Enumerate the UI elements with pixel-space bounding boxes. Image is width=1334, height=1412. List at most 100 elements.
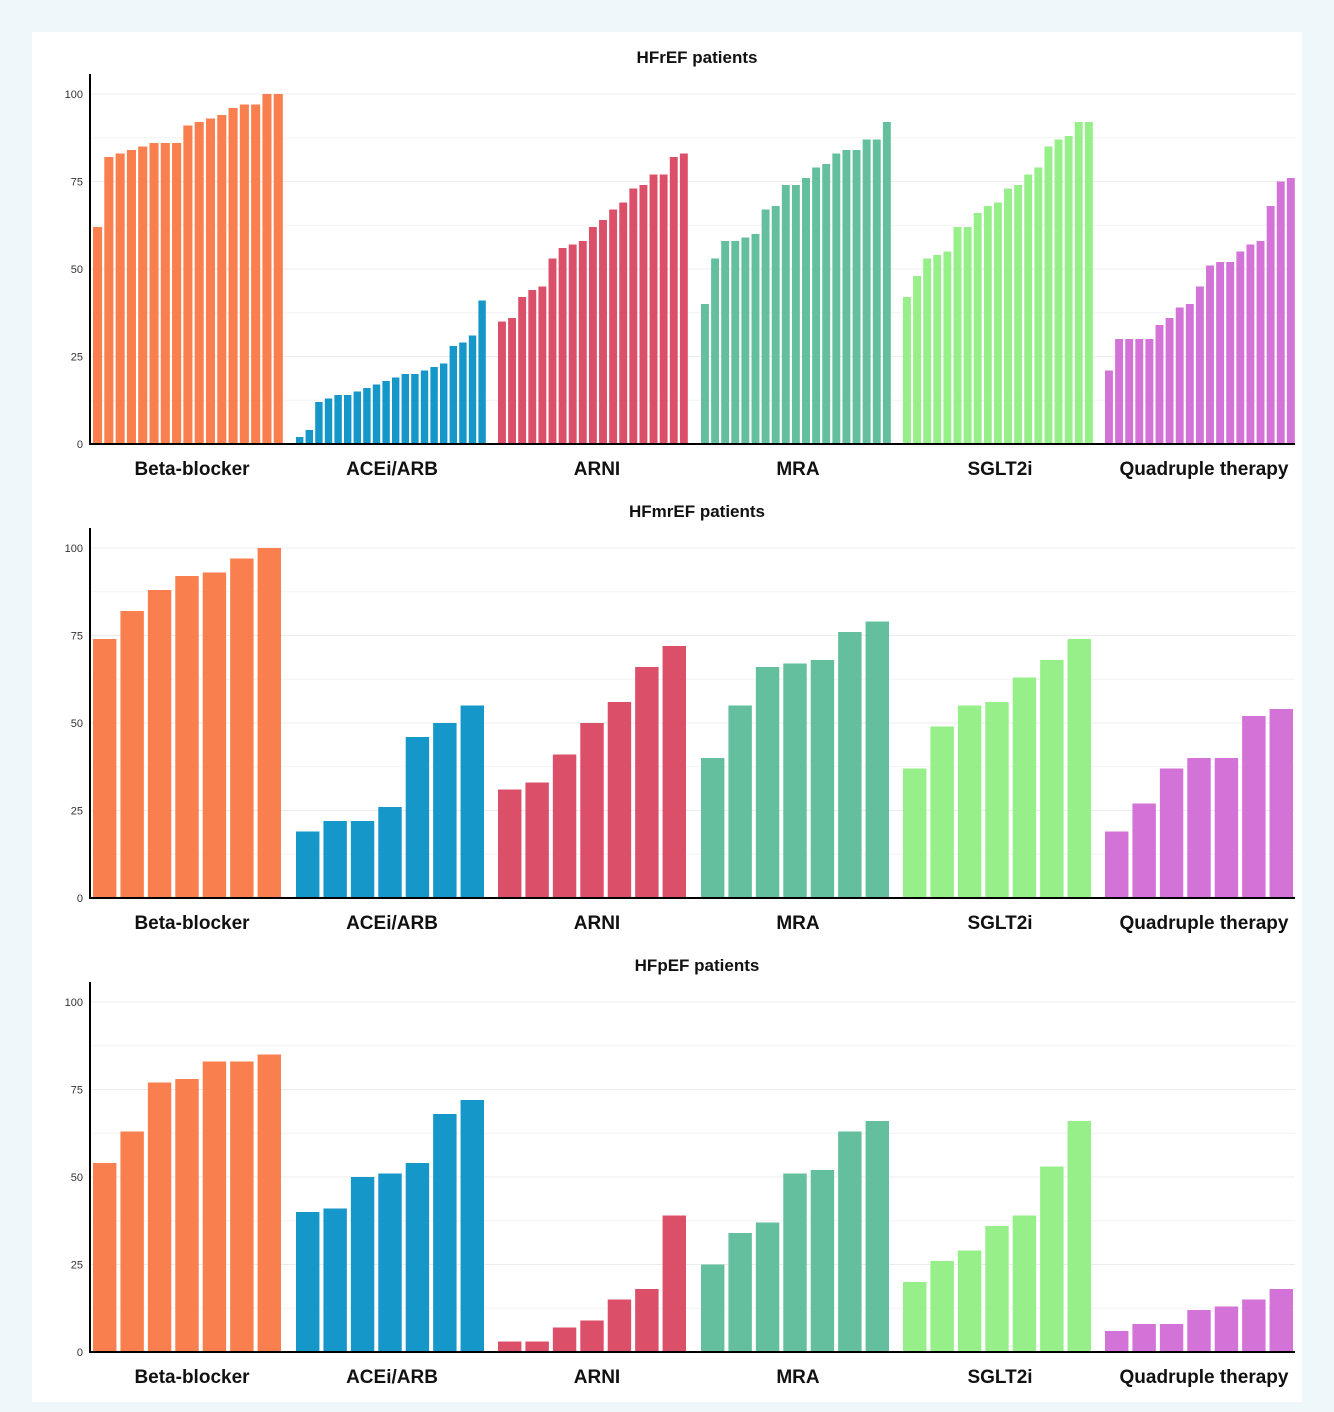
bar — [1115, 339, 1124, 444]
bar — [120, 611, 144, 898]
bar — [771, 206, 780, 444]
bar — [498, 789, 522, 898]
bar — [1132, 803, 1156, 898]
bar — [1242, 716, 1266, 898]
bar — [635, 1289, 659, 1352]
bar — [257, 1054, 281, 1352]
y-tick-label: 50 — [71, 718, 83, 730]
bar — [903, 297, 911, 444]
bar — [1159, 1324, 1184, 1352]
bar — [588, 227, 597, 444]
x-category-label: ARNI — [574, 913, 620, 934]
bar — [147, 590, 172, 898]
x-category-label: MRA — [776, 459, 820, 480]
x-category-label: Beta-blocker — [134, 1367, 250, 1388]
bar — [1054, 139, 1063, 444]
y-tick-label: 100 — [65, 543, 83, 555]
bar — [1012, 1215, 1037, 1352]
x-category-label: Beta-blocker — [134, 459, 250, 480]
bar — [217, 115, 227, 444]
bar — [1145, 339, 1154, 444]
bar — [1064, 136, 1073, 444]
bar — [525, 1341, 549, 1352]
bar — [323, 1208, 347, 1352]
bar — [781, 185, 790, 444]
bar — [552, 754, 577, 898]
bar — [525, 782, 549, 898]
bar — [228, 108, 238, 444]
bar — [1125, 339, 1134, 444]
bar — [1187, 1310, 1211, 1352]
bar — [1216, 262, 1225, 444]
x-category-label: Beta-blocker — [134, 913, 250, 934]
bar — [1256, 241, 1265, 444]
bar — [619, 202, 628, 444]
bar — [296, 1212, 320, 1352]
bar — [115, 153, 125, 444]
bar — [953, 227, 962, 444]
bar — [401, 374, 409, 444]
x-category-label: MRA — [776, 1367, 820, 1388]
bar — [1040, 1166, 1064, 1352]
bar — [802, 178, 810, 444]
bar — [1276, 181, 1285, 444]
bar — [761, 209, 770, 444]
bar — [923, 258, 932, 444]
bar — [433, 723, 457, 898]
x-category-label: MRA — [776, 913, 820, 934]
bar — [609, 209, 618, 444]
bar — [382, 381, 390, 444]
bar — [202, 1061, 227, 1352]
y-tick-label: 25 — [71, 1260, 83, 1272]
bar — [985, 1226, 1009, 1352]
bar — [558, 248, 567, 444]
x-category-label: ACEi/ARB — [346, 459, 438, 480]
bar — [405, 737, 430, 898]
bar — [669, 157, 678, 444]
x-category-label: ACEi/ARB — [346, 1367, 438, 1388]
bar — [296, 437, 304, 444]
bar — [812, 167, 821, 444]
bar — [872, 139, 881, 444]
x-category-label: Quadruple therapy — [1120, 459, 1289, 480]
bar — [985, 702, 1009, 898]
bar — [273, 94, 283, 444]
bar — [93, 227, 103, 444]
bar — [662, 646, 686, 898]
x-category-label: SGLT2i — [967, 913, 1032, 934]
bar — [810, 660, 835, 898]
chart-title: HFpEF patients — [635, 956, 760, 975]
bar — [580, 1320, 604, 1352]
bar — [1159, 768, 1184, 898]
bar — [903, 768, 927, 898]
bar — [913, 276, 922, 444]
bar — [202, 572, 227, 898]
bar — [783, 663, 807, 898]
bar — [1040, 660, 1064, 898]
y-tick-label: 50 — [71, 1172, 83, 1184]
bar — [930, 1261, 954, 1352]
bar — [262, 94, 272, 444]
bar — [93, 639, 117, 898]
bar — [1269, 709, 1293, 898]
bar — [963, 227, 972, 444]
bar — [468, 335, 477, 444]
bar — [852, 150, 861, 444]
bar — [350, 1177, 375, 1352]
bar — [1266, 206, 1275, 444]
bar — [1132, 1324, 1156, 1352]
bar — [430, 367, 438, 444]
bar — [635, 667, 659, 898]
y-tick-label: 75 — [71, 631, 83, 643]
bar — [1187, 758, 1211, 898]
bar — [528, 290, 537, 444]
bar — [449, 346, 457, 444]
bar — [433, 1114, 457, 1352]
bar — [138, 146, 148, 444]
bar — [639, 185, 648, 444]
bar — [755, 1222, 780, 1352]
bar — [344, 395, 352, 444]
x-category-label: ACEi/ARB — [346, 913, 438, 934]
bar — [838, 632, 862, 898]
bar — [305, 430, 313, 444]
